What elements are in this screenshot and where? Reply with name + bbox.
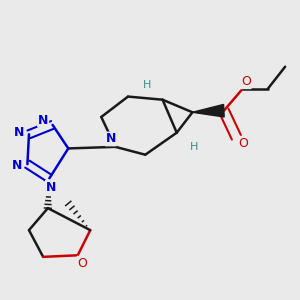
Polygon shape	[192, 104, 224, 117]
Text: N: N	[14, 126, 24, 139]
Text: N: N	[106, 133, 116, 146]
Text: N: N	[46, 181, 56, 194]
Text: O: O	[77, 257, 87, 270]
Text: H: H	[190, 142, 198, 152]
Text: H: H	[143, 80, 151, 90]
Text: N: N	[12, 159, 22, 172]
Text: O: O	[241, 75, 251, 88]
Text: O: O	[238, 136, 248, 150]
Text: N: N	[38, 114, 48, 127]
